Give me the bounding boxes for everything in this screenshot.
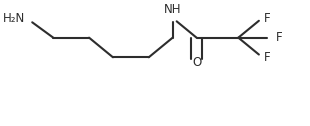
Text: O: O xyxy=(192,56,201,69)
Text: F: F xyxy=(264,51,270,64)
Text: H₂N: H₂N xyxy=(2,11,25,25)
Text: F: F xyxy=(264,11,270,25)
Text: NH: NH xyxy=(164,3,181,16)
Text: F: F xyxy=(276,31,282,44)
